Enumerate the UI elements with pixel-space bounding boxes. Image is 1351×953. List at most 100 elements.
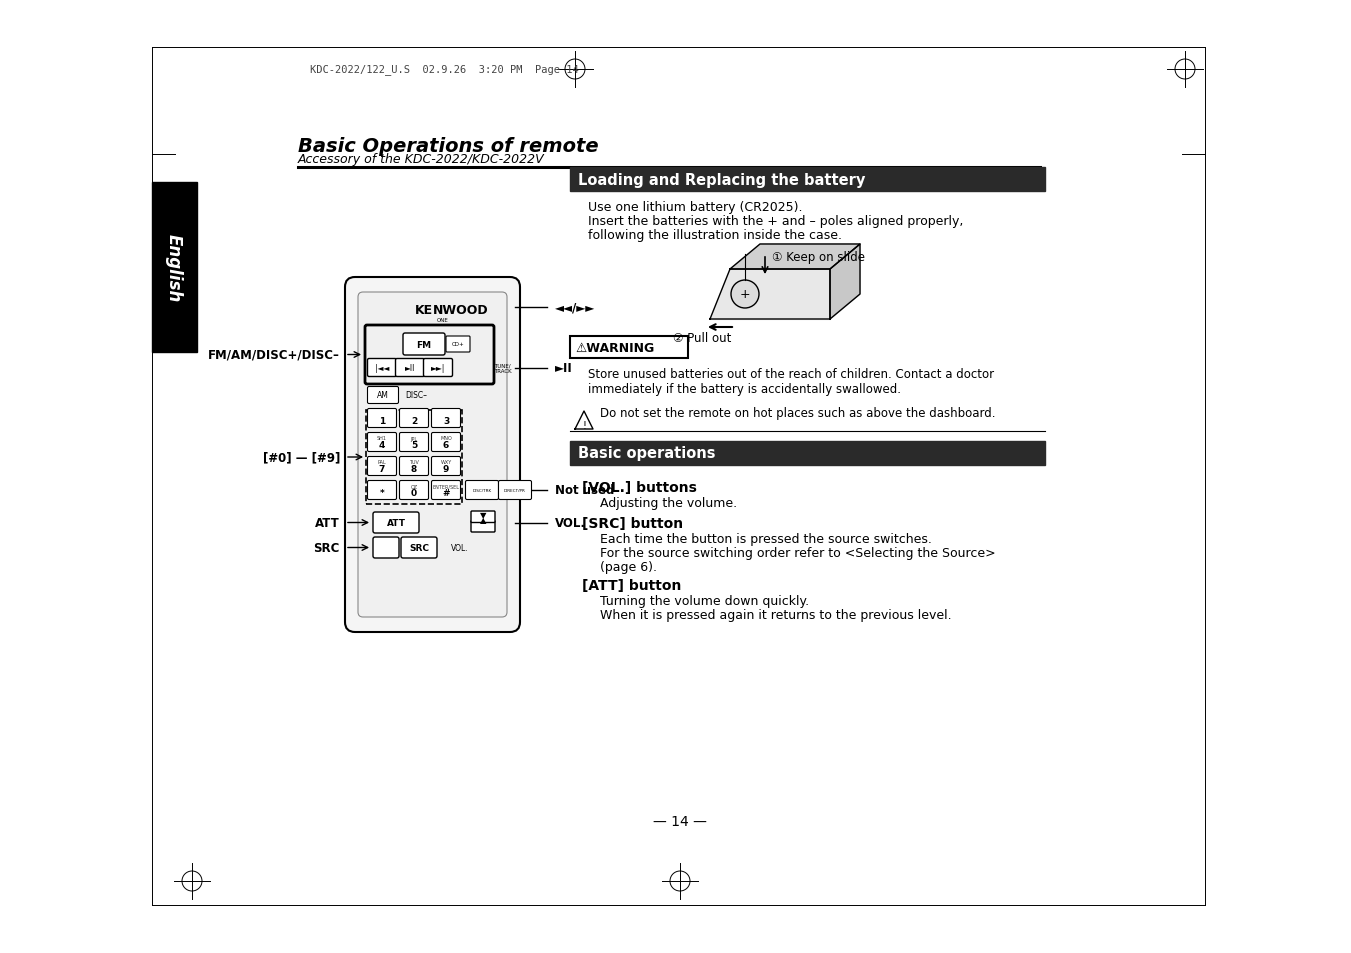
- Text: ►II: ►II: [405, 364, 415, 373]
- FancyBboxPatch shape: [423, 359, 453, 377]
- Polygon shape: [711, 270, 830, 319]
- Text: MNO: MNO: [440, 436, 451, 441]
- FancyBboxPatch shape: [400, 409, 428, 428]
- FancyBboxPatch shape: [400, 457, 428, 476]
- Bar: [153, 183, 197, 353]
- Text: Each time the button is pressed the source switches.: Each time the button is pressed the sour…: [600, 532, 932, 545]
- Text: [#0] — [#9]: [#0] — [#9]: [262, 451, 340, 464]
- Text: 7: 7: [378, 465, 385, 474]
- Text: ►II: ►II: [555, 361, 573, 375]
- FancyBboxPatch shape: [431, 433, 461, 452]
- Text: AM: AM: [377, 391, 389, 400]
- Text: ① Keep on slide: ① Keep on slide: [771, 252, 865, 264]
- Text: DISC–: DISC–: [405, 391, 427, 400]
- Text: 1: 1: [378, 417, 385, 426]
- Text: SRC: SRC: [409, 543, 430, 553]
- Text: ONE: ONE: [436, 317, 449, 322]
- FancyBboxPatch shape: [373, 513, 419, 534]
- Text: Insert the batteries with the + and – poles aligned properly,: Insert the batteries with the + and – po…: [588, 215, 963, 229]
- Text: #: #: [442, 489, 450, 498]
- Text: TUNE/
TRACK: TUNE/ TRACK: [494, 363, 512, 374]
- Text: ENTER/SEL: ENTER/SEL: [432, 484, 459, 489]
- FancyBboxPatch shape: [367, 387, 399, 404]
- FancyBboxPatch shape: [400, 481, 428, 500]
- FancyBboxPatch shape: [345, 277, 520, 633]
- Text: SRC: SRC: [313, 541, 340, 555]
- Polygon shape: [730, 245, 861, 270]
- Text: [ATT] button: [ATT] button: [582, 578, 681, 593]
- FancyBboxPatch shape: [367, 359, 396, 377]
- Text: CD+: CD+: [451, 342, 465, 347]
- Text: ⚠WARNING: ⚠WARNING: [576, 341, 654, 355]
- Text: Turning the volume down quickly.: Turning the volume down quickly.: [600, 594, 809, 607]
- Text: PAL: PAL: [378, 460, 386, 465]
- FancyBboxPatch shape: [446, 336, 470, 353]
- Text: Not used: Not used: [555, 484, 615, 497]
- FancyBboxPatch shape: [471, 521, 494, 533]
- Text: FM: FM: [416, 340, 431, 349]
- Text: When it is pressed again it returns to the previous level.: When it is pressed again it returns to t…: [600, 608, 951, 620]
- Text: Loading and Replacing the battery: Loading and Replacing the battery: [578, 172, 866, 188]
- FancyBboxPatch shape: [367, 457, 396, 476]
- Text: [VOL.] buttons: [VOL.] buttons: [582, 480, 697, 495]
- FancyBboxPatch shape: [431, 409, 461, 428]
- FancyBboxPatch shape: [373, 537, 399, 558]
- FancyBboxPatch shape: [401, 537, 436, 558]
- Text: 6: 6: [443, 441, 449, 450]
- Text: Use one lithium battery (CR2025).: Use one lithium battery (CR2025).: [588, 201, 802, 214]
- Bar: [570, 441, 1046, 465]
- FancyBboxPatch shape: [431, 457, 461, 476]
- Text: ATT: ATT: [315, 517, 340, 530]
- FancyBboxPatch shape: [499, 481, 531, 500]
- Bar: [570, 168, 1046, 192]
- Polygon shape: [830, 245, 861, 319]
- Text: [SRC] button: [SRC] button: [582, 517, 684, 531]
- Text: !: !: [582, 420, 586, 431]
- Text: ◄◄/►►: ◄◄/►►: [555, 301, 596, 314]
- FancyBboxPatch shape: [396, 359, 424, 377]
- FancyBboxPatch shape: [471, 512, 494, 523]
- FancyBboxPatch shape: [466, 481, 499, 500]
- Text: Do not set the remote on hot places such as above the dashboard.: Do not set the remote on hot places such…: [600, 406, 996, 419]
- Text: 8: 8: [411, 465, 417, 474]
- Text: 4: 4: [378, 441, 385, 450]
- Text: VOL.: VOL.: [451, 543, 469, 553]
- Text: 0: 0: [411, 489, 417, 498]
- FancyBboxPatch shape: [367, 433, 396, 452]
- FancyBboxPatch shape: [403, 334, 444, 355]
- Text: FM/AM/DISC+/DISC–: FM/AM/DISC+/DISC–: [208, 349, 340, 361]
- Text: KE: KE: [415, 303, 432, 316]
- FancyBboxPatch shape: [570, 336, 688, 358]
- Text: ►►|: ►►|: [431, 364, 446, 373]
- Text: English: English: [165, 233, 182, 302]
- Text: +: +: [740, 288, 750, 301]
- Text: Adjusting the volume.: Adjusting the volume.: [600, 497, 738, 510]
- Text: VOL.: VOL.: [555, 517, 586, 530]
- Text: ▼: ▼: [480, 511, 486, 520]
- Text: SH1: SH1: [377, 436, 386, 441]
- Text: DISC/TRK: DISC/TRK: [473, 489, 492, 493]
- Text: Store unused batteries out of the reach of children. Contact a doctor: Store unused batteries out of the reach …: [588, 368, 994, 381]
- Text: 2: 2: [411, 417, 417, 426]
- Text: NWOOD: NWOOD: [432, 303, 488, 316]
- Text: Basic operations: Basic operations: [578, 446, 716, 461]
- FancyBboxPatch shape: [367, 481, 396, 500]
- Text: For the source switching order refer to <Selecting the Source>: For the source switching order refer to …: [600, 546, 996, 558]
- Text: JPL: JPL: [411, 436, 417, 441]
- Text: — 14 —: — 14 —: [653, 814, 707, 828]
- Text: Basic Operations of remote: Basic Operations of remote: [299, 136, 598, 155]
- Text: ATT: ATT: [386, 518, 405, 527]
- Text: ② Pull out: ② Pull out: [673, 331, 731, 344]
- Text: DIRECT/PR: DIRECT/PR: [504, 489, 526, 493]
- Text: 9: 9: [443, 465, 449, 474]
- Circle shape: [731, 281, 759, 309]
- Text: KDC-2022/122_U.S  02.9.26  3:20 PM  Page 14: KDC-2022/122_U.S 02.9.26 3:20 PM Page 14: [309, 65, 578, 75]
- Text: TUV: TUV: [409, 460, 419, 465]
- FancyBboxPatch shape: [400, 433, 428, 452]
- Text: *: *: [380, 489, 385, 498]
- Text: 5: 5: [411, 441, 417, 450]
- Text: Accessory of the KDC-2022/KDC-2022V: Accessory of the KDC-2022/KDC-2022V: [299, 153, 544, 167]
- FancyBboxPatch shape: [431, 481, 461, 500]
- FancyBboxPatch shape: [367, 409, 396, 428]
- FancyBboxPatch shape: [358, 293, 507, 618]
